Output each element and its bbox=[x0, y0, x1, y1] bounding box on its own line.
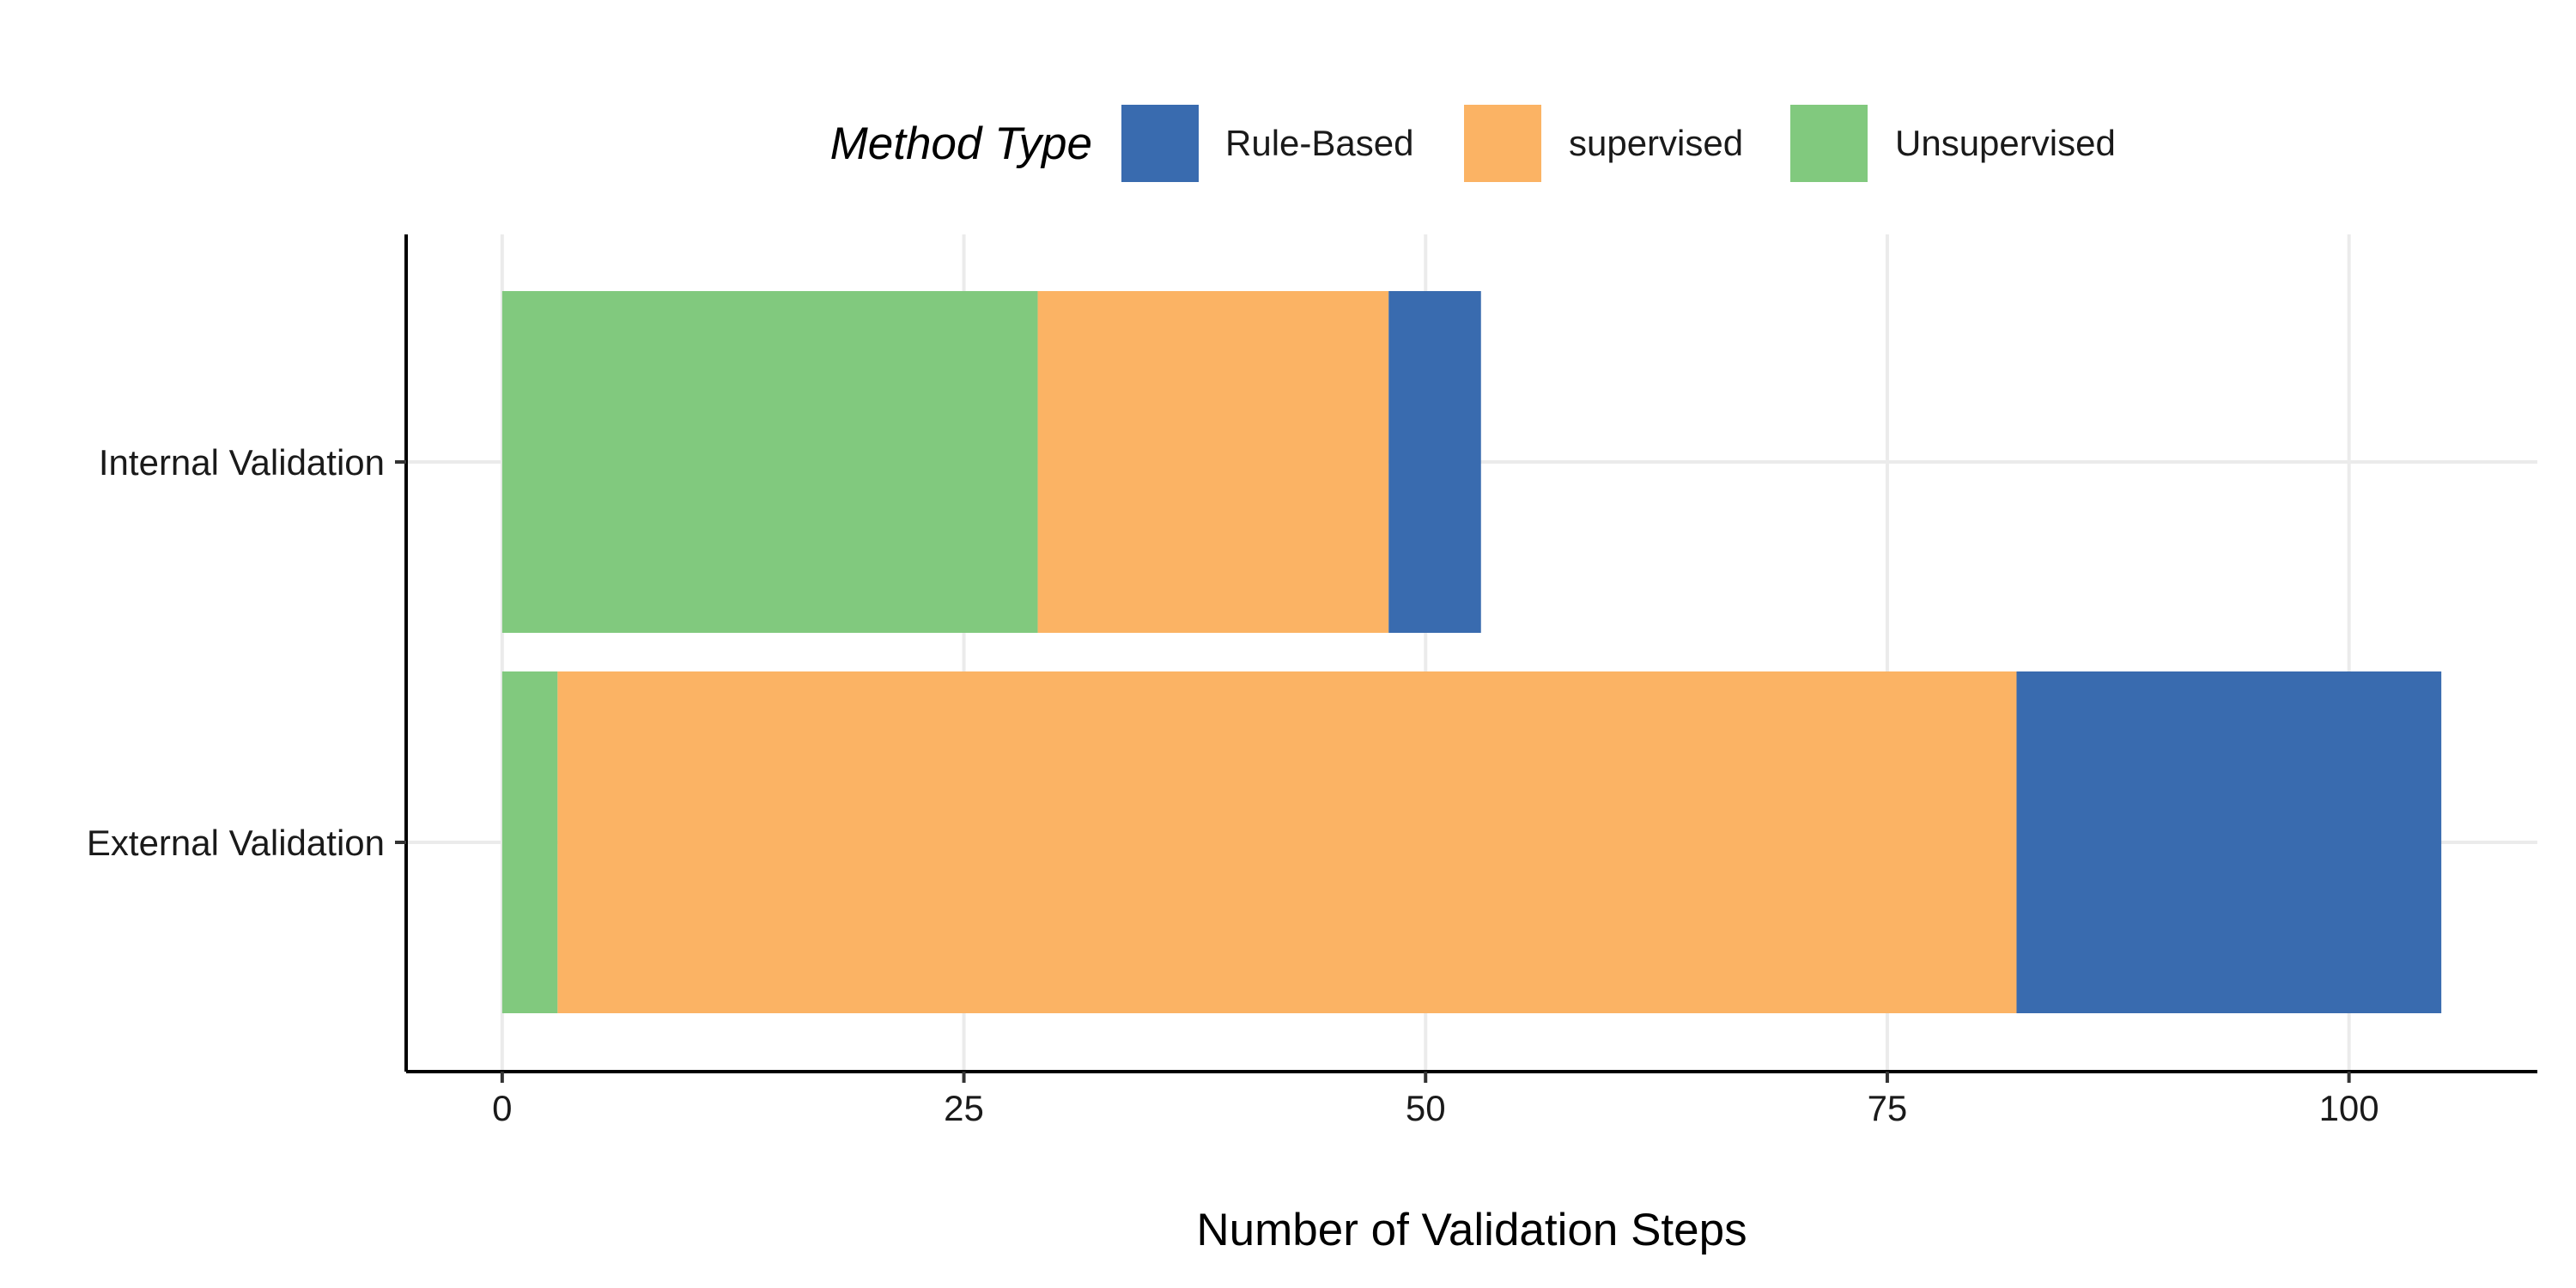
x-tick-label: 75 bbox=[1868, 1088, 1908, 1128]
legend-label: Rule-Based bbox=[1225, 123, 1413, 163]
legend-label: Unsupervised bbox=[1895, 123, 2116, 163]
x-tick-label: 0 bbox=[492, 1088, 512, 1128]
legend-title: Method Type bbox=[830, 118, 1092, 169]
x-axis-title: Number of Validation Steps bbox=[1196, 1205, 1747, 1255]
bar-rule-based-internal-validation bbox=[1388, 291, 1481, 633]
bar-supervised-external-validation bbox=[557, 671, 2017, 1013]
legend: Method Type Rule-Based supervised Unsuperv… bbox=[830, 105, 2116, 182]
x-tick-label: 25 bbox=[944, 1088, 984, 1128]
legend-key-unsupervised bbox=[1790, 105, 1868, 182]
x-tick-label: 50 bbox=[1406, 1088, 1446, 1128]
legend-key-rule-based bbox=[1121, 105, 1199, 182]
legend-key-supervised bbox=[1464, 105, 1541, 182]
bars bbox=[501, 291, 2442, 1013]
y-axis-ticks: Internal Validation External Validation bbox=[87, 442, 406, 863]
x-axis-ticks: 0 25 50 75 100 bbox=[492, 1072, 2379, 1128]
legend-label: supervised bbox=[1569, 123, 1743, 163]
bar-rule-based-external-validation bbox=[2016, 671, 2442, 1013]
y-tick-label: Internal Validation bbox=[99, 442, 385, 483]
y-tick-label: External Validation bbox=[87, 823, 385, 863]
bar-unsupervised-internal-validation bbox=[501, 291, 1038, 633]
x-tick-label: 100 bbox=[2319, 1088, 2379, 1128]
bar-supervised-internal-validation bbox=[1037, 291, 1389, 633]
bar-unsupervised-external-validation bbox=[501, 671, 558, 1013]
